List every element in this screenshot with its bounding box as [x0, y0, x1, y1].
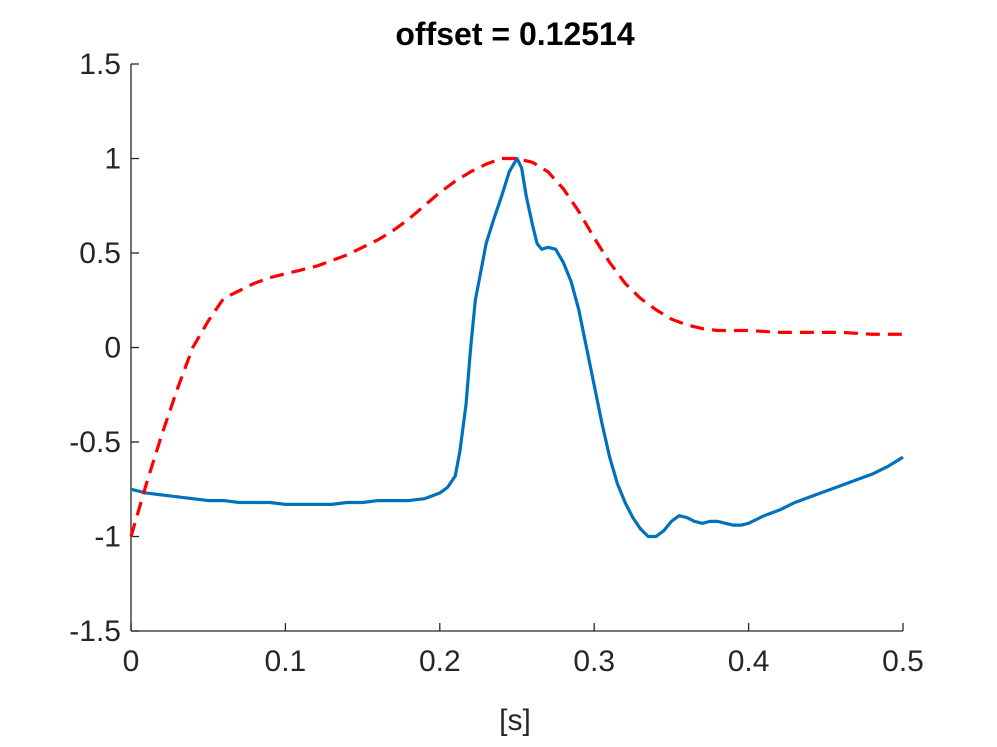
- y-tick-label: -1.5: [69, 615, 121, 648]
- y-tick-label: 0: [104, 332, 121, 365]
- x-tick-label: 0.5: [882, 645, 924, 678]
- y-tick-label: 0.5: [79, 237, 121, 270]
- x-tick-label: 0.3: [573, 645, 615, 678]
- y-tick-label: 1: [104, 143, 121, 176]
- y-tick-label: -0.5: [69, 426, 121, 459]
- x-tick-label: 0: [123, 645, 140, 678]
- y-tick-label: 1.5: [79, 48, 121, 81]
- chart-title: offset = 0.12514: [395, 16, 634, 52]
- x-tick-label: 0.1: [265, 645, 307, 678]
- x-tick-label: 0.2: [419, 645, 461, 678]
- solid-series-line: [130, 156, 904, 539]
- x-tick-label: 0.4: [728, 645, 770, 678]
- x-axis-label: [s]: [499, 704, 531, 737]
- y-tick-label: -1: [94, 521, 121, 554]
- dashed-series-line: [129, 156, 903, 537]
- plot-area: -1.5 -1 -0.5 0 0.5 1 1.5 0 0.1 0.2 0.3 0.4 0.5: [69, 48, 924, 678]
